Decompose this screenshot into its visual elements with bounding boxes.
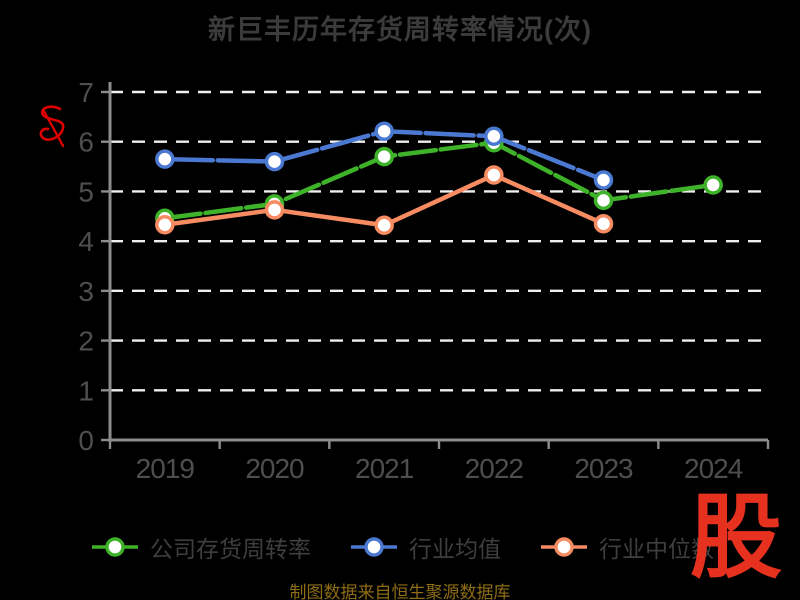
x-tick-label: 2019 [136,453,195,484]
y-tick-label: 6 [78,127,94,158]
x-tick-label: 2024 [684,453,743,484]
y-tick-label: 3 [78,276,94,307]
y-tick-label: 2 [78,326,94,357]
data-point-series-1 [484,126,504,146]
data-point-series-2 [155,214,175,235]
x-tick-label: 2020 [245,453,304,484]
stock-watermark: 股 [690,487,783,589]
y-tick-label: 1 [78,375,94,406]
source-note: 制图数据来自恒生聚源数据库 [289,583,511,600]
data-point-series-2 [264,200,285,220]
data-point-series-2 [484,165,504,185]
data-point-series-1 [374,121,394,142]
red-scribble-icon [39,105,65,148]
y-tick-label: 4 [78,226,94,257]
chart-title: 新巨丰历年存货周转率情况(次) [208,15,592,45]
data-point-series-1 [593,170,614,190]
legend-marker-icon [92,537,138,557]
x-tick-label: 2021 [355,453,414,484]
legend-marker-icon [541,537,587,557]
legend-item-label: 行业均值 [409,536,501,562]
legend-item-2[interactable]: 行业中位数 [541,530,714,564]
data-point-series-1 [155,149,175,169]
data-point-series-2 [374,215,394,235]
x-tick-label: 2022 [465,453,524,484]
x-tick-label: 2023 [574,453,633,484]
y-tick-label: 0 [78,425,94,456]
legend-item-label: 行业中位数 [599,536,714,562]
chart-legend: 公司存货周转率 行业均值 行业中位数 [92,530,714,564]
series-line-0 [162,140,716,221]
data-point-series-0 [593,190,614,211]
data-point-series-0 [703,175,723,195]
data-point-series-1 [264,151,285,172]
y-tick-label: 5 [78,176,94,207]
line-chart: 0 1 2 3 4 5 6 7 2019 2020 2021 2022 2023 2024 [78,77,770,484]
data-point-series-0 [374,146,394,167]
legend-item-label: 公司存货周转率 [150,536,311,562]
y-tick-label: 7 [78,77,94,108]
legend-item-1[interactable]: 行业均值 [351,530,501,564]
legend-item-0[interactable]: 公司存货周转率 [92,530,311,564]
data-point-series-2 [593,213,614,234]
legend-marker-icon [351,537,397,557]
